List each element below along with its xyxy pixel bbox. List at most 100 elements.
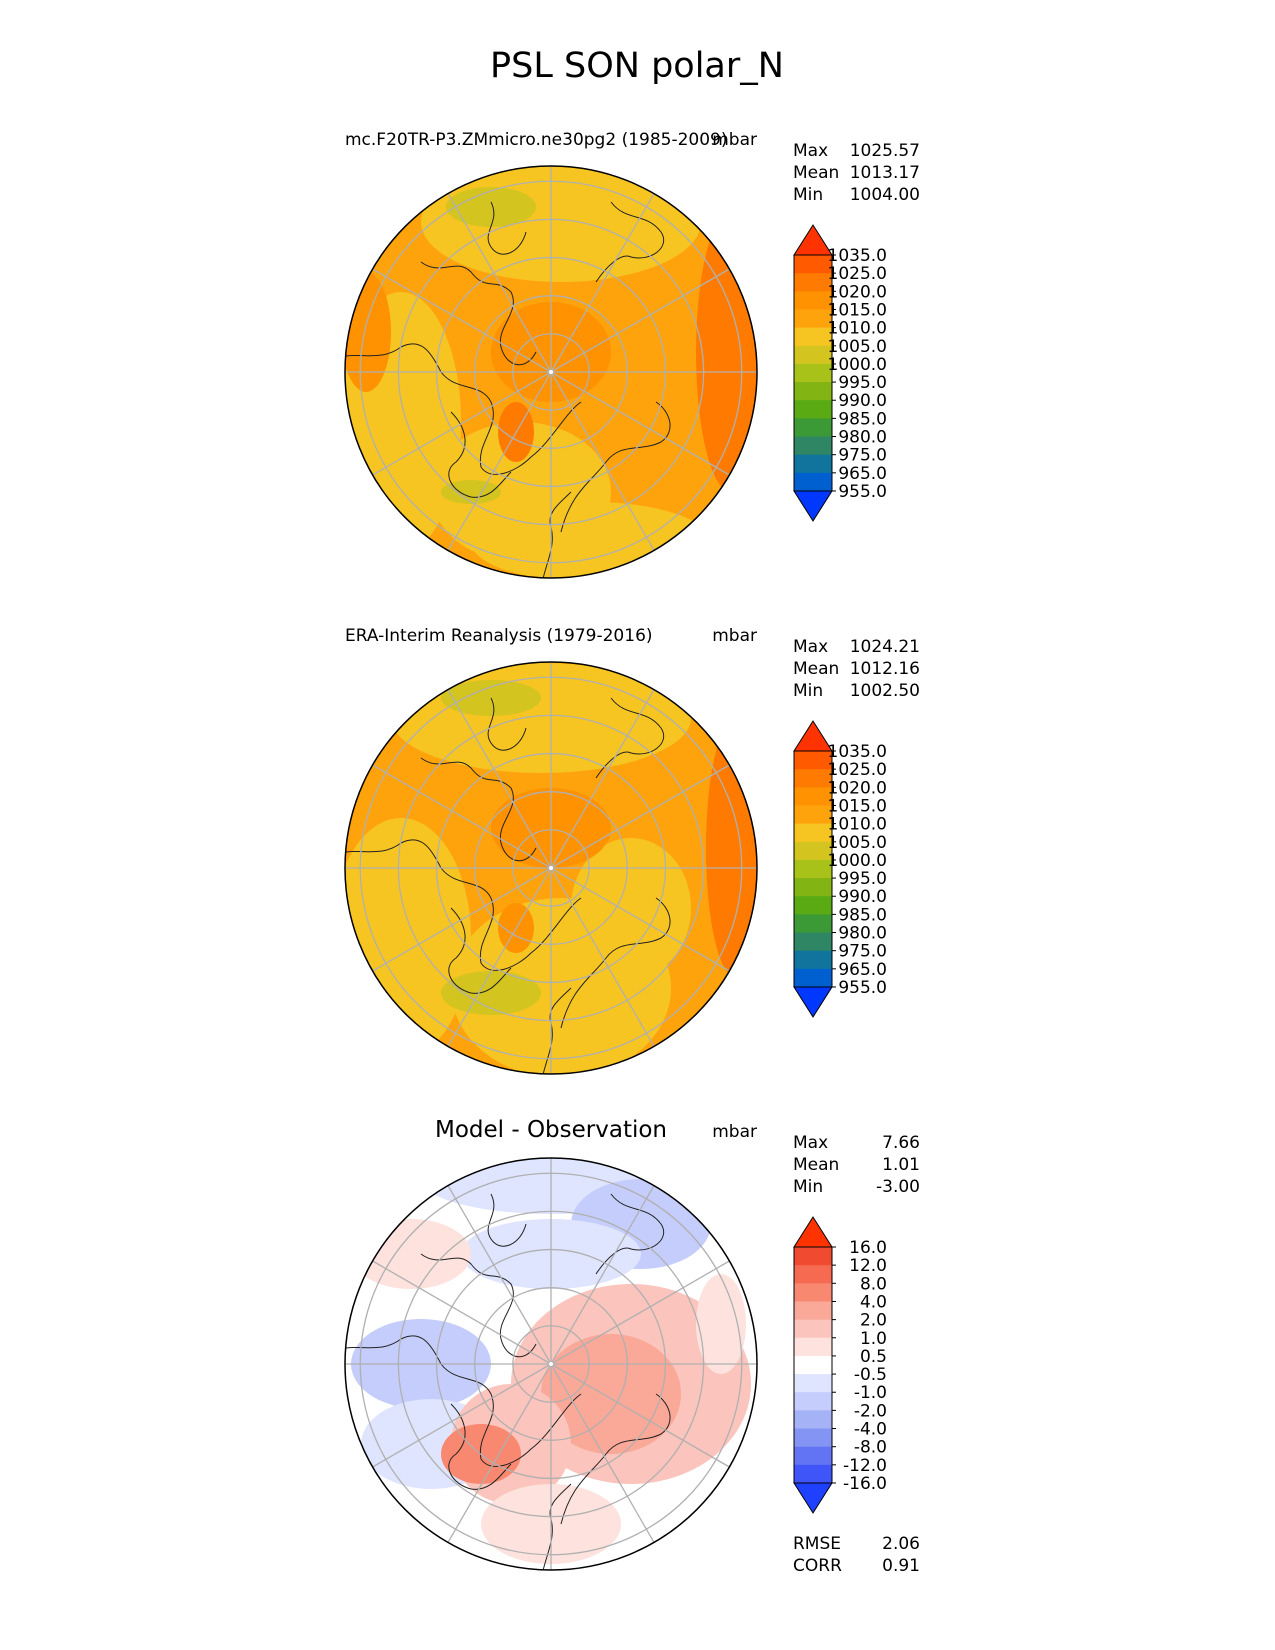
colorbar-extend-min — [793, 1482, 833, 1514]
colorbar-tick-label: -1.0 — [854, 1383, 887, 1403]
colorbar-tick-label: 1025.0 — [828, 264, 887, 284]
colorbar-band — [794, 914, 832, 934]
colorbar-band — [794, 1337, 832, 1357]
coastline — [560, 401, 671, 533]
colorbar-band — [794, 1265, 832, 1284]
colorbar-tick-label: 1.0 — [860, 1329, 887, 1349]
colorbar-tick-label: 16.0 — [849, 1238, 887, 1258]
colorbar-extend-min — [793, 986, 833, 1018]
colorbar: 1035.01025.01020.01015.01010.01005.01000… — [793, 224, 887, 522]
field-region — [471, 502, 711, 578]
colorbar-extend-max — [793, 720, 833, 752]
colorbar-tick-label: 995.0 — [838, 869, 887, 889]
colorbar-tick-label: 995.0 — [838, 373, 887, 393]
panel-3: Model - Observation mbar Max 7.66 Mean 1.01 Mi… — [344, 1117, 920, 1576]
colorbar-extend-max — [793, 1216, 833, 1248]
colorbar-tick-label: 965.0 — [838, 464, 887, 484]
colorbar-tick-label: -8.0 — [854, 1438, 887, 1458]
colorbar-tick-label: -2.0 — [854, 1401, 887, 1421]
colorbar-band — [794, 1392, 832, 1411]
colorbar-tick-label: 990.0 — [838, 887, 887, 907]
colorbar-band — [794, 968, 832, 988]
graticule — [345, 662, 757, 1074]
colorbar-tick-label: 1015.0 — [828, 300, 887, 320]
colorbar-tick-label: -12.0 — [843, 1456, 887, 1476]
stat-label: Max — [793, 141, 828, 161]
stat-label: Mean — [793, 659, 839, 679]
colorbar-tick-label: 955.0 — [838, 482, 887, 502]
colorbar-band — [794, 363, 832, 383]
stat-value: 1013.17 — [850, 163, 920, 183]
stat-value: 1004.00 — [850, 185, 920, 205]
stat-label: Mean — [793, 1155, 839, 1175]
north-pole-marker — [549, 1362, 553, 1366]
stat-value: 7.66 — [882, 1133, 920, 1153]
field-region — [345, 818, 471, 1058]
colorbar-band — [794, 1355, 832, 1375]
field-region — [391, 663, 691, 773]
polar-map — [344, 661, 758, 1075]
colorbar-tick-label: 1010.0 — [828, 815, 887, 835]
colorbar-extend-max — [793, 224, 833, 256]
colorbar-band — [794, 878, 832, 897]
colorbar-tick-label: 965.0 — [838, 960, 887, 980]
panel-2: ERA-Interim Reanalysis (1979-2016) mbar Ma… — [344, 626, 920, 1075]
colorbar-band — [794, 1301, 832, 1321]
coastline — [420, 757, 537, 861]
colorbar-band — [794, 1464, 832, 1484]
field-region — [351, 1219, 471, 1289]
coastline — [560, 1393, 671, 1525]
colorbar-tick-label: 990.0 — [838, 391, 887, 411]
colorbar-band — [794, 472, 832, 492]
colorbar-tick-label: 1005.0 — [828, 337, 887, 357]
colorbar-band — [794, 1446, 832, 1466]
field-region — [446, 187, 536, 227]
stat-label: Max — [793, 637, 828, 657]
north-pole-marker — [549, 866, 553, 870]
colorbar-tick-label: 1020.0 — [828, 282, 887, 302]
colorbar-band — [794, 255, 832, 274]
colorbar-tick-label: 955.0 — [838, 978, 887, 998]
colorbar-tick-label: -4.0 — [854, 1420, 887, 1440]
stat-label: Min — [793, 681, 823, 701]
stat-label: Max — [793, 1133, 828, 1153]
colorbar-band — [794, 1410, 832, 1430]
colorbar-band — [794, 418, 832, 438]
colorbar-tick-label: 1000.0 — [828, 851, 887, 871]
colorbar-tick-label: 4.0 — [860, 1292, 887, 1312]
colorbar-tick-label: 1025.0 — [828, 760, 887, 780]
colorbar-band — [794, 400, 832, 419]
colorbar-band — [794, 309, 832, 329]
metric-label: RMSE — [793, 1534, 841, 1554]
stat-value: 1012.16 — [850, 659, 920, 679]
colorbar-band — [794, 1247, 832, 1266]
colorbar-tick-label: 2.0 — [860, 1311, 887, 1331]
field-region — [441, 480, 501, 504]
colorbar-tick-label: 1000.0 — [828, 355, 887, 375]
panel-title: mc.F20TR-P3.ZMmicro.ne30pg2 (1985-2009) — [345, 130, 728, 150]
polar-map — [344, 1157, 758, 1571]
panel-1: mc.F20TR-P3.ZMmicro.ne30pg2 (1985-2009)m… — [344, 130, 920, 579]
colorbar-band — [794, 859, 832, 879]
graticule — [345, 166, 757, 578]
colorbar-tick-label: 1020.0 — [828, 778, 887, 798]
colorbar-band — [794, 787, 832, 806]
colorbar-band — [794, 950, 832, 970]
panel-title: Model - Observation — [435, 1117, 667, 1143]
colorbar-band — [794, 932, 832, 952]
colorbar-band — [794, 345, 832, 365]
colorbar-band — [794, 382, 832, 401]
colorbar-tick-label: 980.0 — [838, 428, 887, 448]
colorbar-band — [794, 291, 832, 310]
panel-units: mbar — [712, 130, 757, 150]
coastline — [448, 1403, 512, 1490]
colorbar-band — [794, 1428, 832, 1448]
north-pole-marker — [549, 370, 553, 374]
coastline — [420, 261, 537, 365]
colorbar-tick-label: 975.0 — [838, 446, 887, 466]
colorbar-band — [794, 327, 832, 347]
colorbar-tick-label: 985.0 — [838, 905, 887, 925]
coastline — [448, 907, 512, 994]
coastline — [487, 697, 527, 751]
colorbar-band — [794, 1374, 832, 1393]
